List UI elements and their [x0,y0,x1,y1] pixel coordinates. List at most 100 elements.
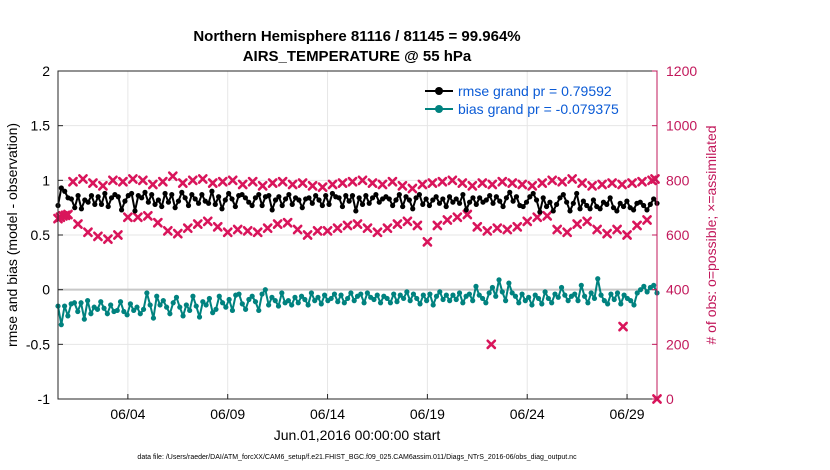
obs-point [113,230,123,240]
obs-stroke [207,178,218,188]
bias-point [506,280,512,286]
bias-point [242,306,249,312]
obs-stroke [607,178,617,188]
rmse-point [487,193,493,199]
bias-point [269,294,275,300]
obs-point [447,175,458,186]
obs-stroke [202,216,213,227]
bias-point [361,300,367,306]
rmse-point [139,195,145,201]
obs-stroke [142,210,153,221]
obs-point [98,180,108,191]
obs-point [272,219,283,229]
rmse-point [179,189,185,195]
obs-point [597,179,607,190]
rmse-point [430,197,436,203]
obs-stroke [237,179,248,190]
obs-stroke [157,176,168,187]
obs-point [572,219,583,229]
bias-point [338,292,344,298]
bias-point [279,290,285,296]
bias-point [522,298,528,304]
rmse-point [276,194,282,200]
bias-point [239,301,245,307]
obs-point [277,176,288,187]
bias-point [433,293,440,299]
rmse-point [68,196,74,202]
obs-stroke [422,236,433,247]
obs-stroke [127,174,138,184]
obs-point [592,224,603,235]
bias-point [542,289,548,295]
obs-point [577,178,588,188]
obs-stroke [103,234,113,244]
bias-point [476,292,482,298]
rmse-point [132,208,138,214]
bias-point [289,302,295,308]
obs-point [357,175,368,186]
bias-point [371,296,377,303]
bias-point [588,290,594,296]
obs-stroke [392,219,403,229]
rmse-point [249,202,255,209]
obs-stroke [472,221,483,232]
rmse-point [460,191,466,198]
rmse-point [403,194,409,200]
rmse-point [490,200,496,206]
rmse-point [85,199,91,205]
obs-stroke [567,174,578,184]
rmse-point [145,199,151,205]
x-tick-label: 06/04 [110,406,145,422]
bias-point [98,299,104,305]
rmse-point [313,193,319,199]
bias-point [420,292,426,298]
obs-point [337,178,348,188]
rmse-point [483,197,489,203]
obs-point [247,176,258,187]
obs-point [397,180,408,191]
bias-point [394,299,400,305]
obs-point [88,178,98,188]
obs-stroke [282,217,293,228]
rmse-point [289,201,295,207]
obs-point [332,223,343,234]
obs-stroke [227,175,238,186]
obs-stroke [552,224,563,235]
bias-point [595,276,601,282]
bias-point [585,300,591,306]
rmse-point [319,202,325,209]
obs-stroke [93,231,103,242]
rmse-point [266,193,272,199]
x-tick-label: 06/29 [610,406,645,422]
obs-point [312,226,323,236]
rmse-point [470,195,476,201]
obs-stroke [412,220,423,231]
rmse-point [641,202,647,209]
bias-legend-label: bias grand pr = -0.079375 [458,101,619,117]
rmse-point [567,208,573,214]
bias-point [387,300,394,306]
rmse-point [259,202,265,209]
bias-point [410,291,417,297]
bias-point [614,290,621,296]
bias-point [226,296,232,303]
rmse-point [467,199,473,205]
bias-point [266,302,272,308]
bias-point [335,299,341,305]
obs-point [457,178,468,188]
rmse-point [369,195,376,201]
obs-stroke [477,178,488,188]
bias-point [318,301,324,307]
bias-point [591,295,598,302]
rmse-point [155,197,161,203]
bias-point [473,283,479,289]
rmse-point [630,207,637,213]
bias-point [430,302,436,308]
x-tick-label: 06/09 [210,406,245,422]
rmse-point [339,203,346,210]
bias-point [598,292,604,298]
rmse-point [286,191,292,198]
obs-stroke [637,176,647,187]
obs-stroke [212,221,223,232]
bias-point [223,304,229,310]
